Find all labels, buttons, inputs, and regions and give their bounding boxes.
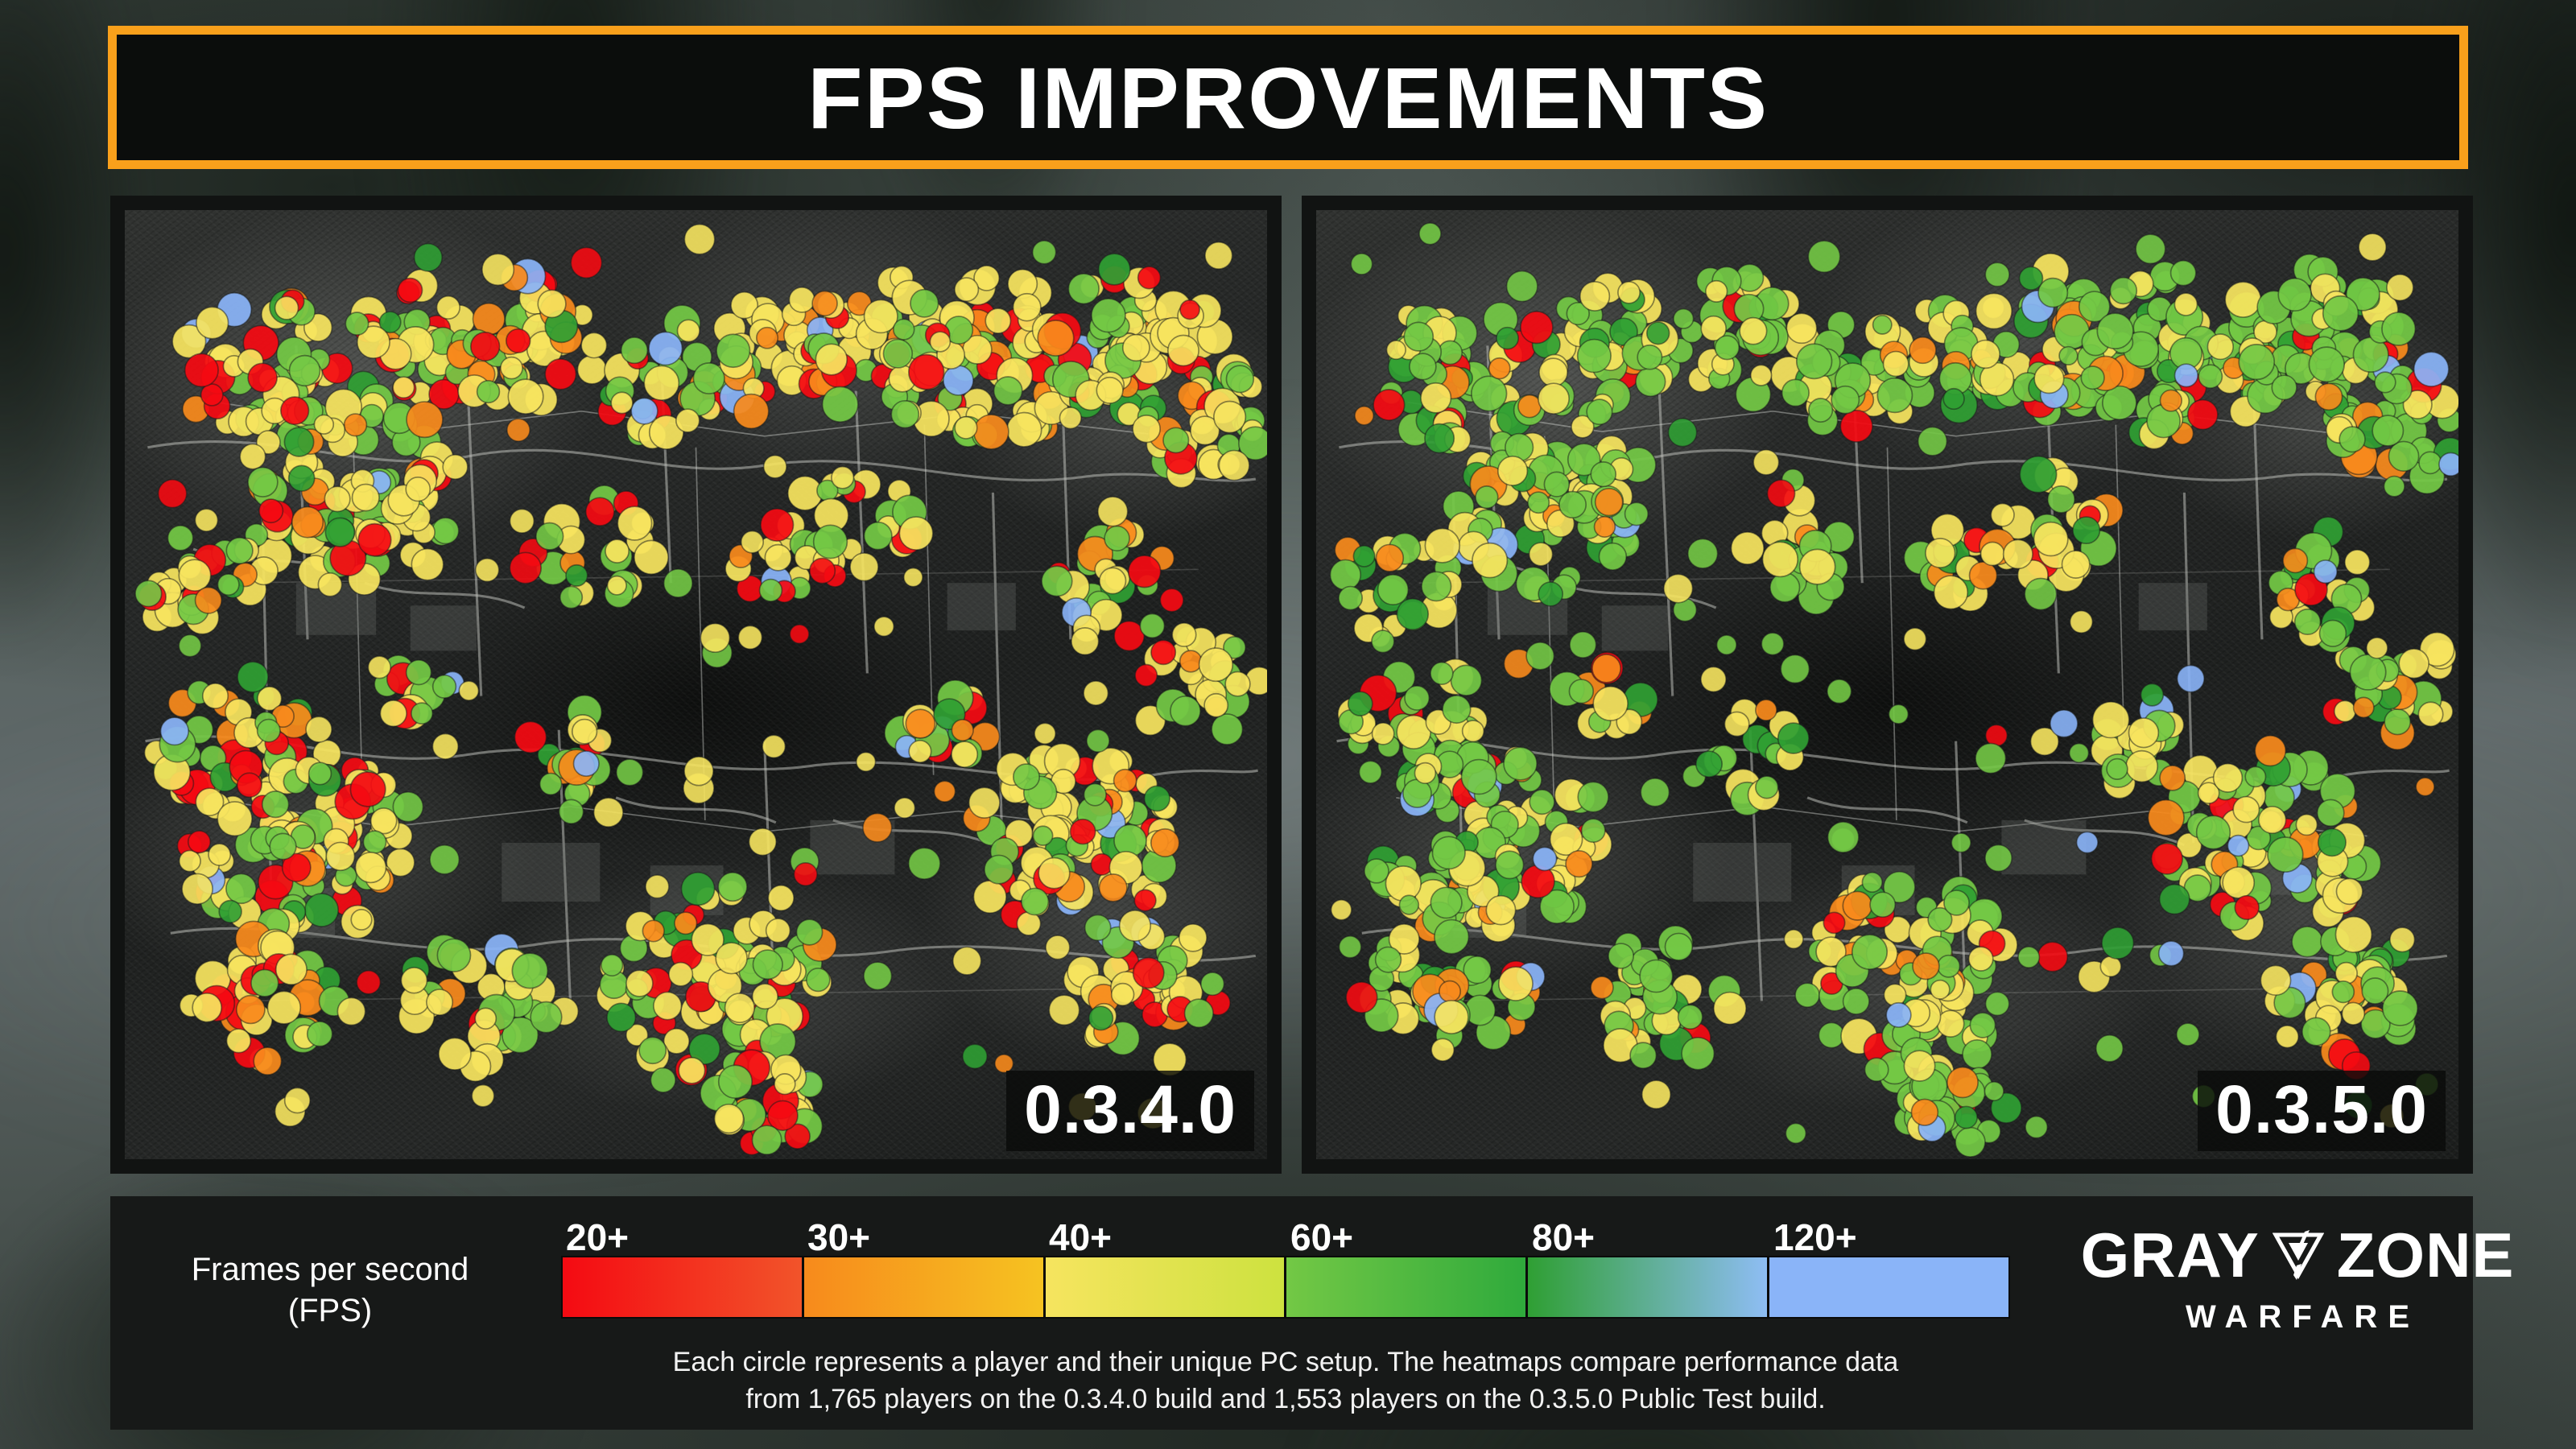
colorbar-tick-4: 80+ xyxy=(1532,1216,1596,1258)
brand-logo-wordmark: GRAY ZONE xyxy=(2072,1224,2523,1286)
legend-note-line1: Each circle represents a player and thei… xyxy=(672,1347,1899,1377)
colorbar-gradient xyxy=(561,1256,2010,1319)
page-title: FPS IMPROVEMENTS xyxy=(807,48,1769,147)
colorbar-tick-labels: 20+ 30+ 40+ 60+ 80+ 120+ xyxy=(561,1206,2010,1256)
colorbar-tick-5: 120+ xyxy=(1773,1216,1857,1258)
colorbar-tick-3: 60+ xyxy=(1290,1216,1354,1258)
brand-word-gray: GRAY xyxy=(2080,1220,2260,1290)
version-badge-right: 0.3.5.0 xyxy=(2198,1071,2446,1151)
legend-panel: Frames per second (FPS) 20+ 30+ 40+ 60+ 80+ 1… xyxy=(110,1196,2473,1430)
colorbar-axis-label: Frames per second (FPS) xyxy=(141,1249,519,1331)
colorbar: 20+ 30+ 40+ 60+ 80+ 120+ xyxy=(561,1206,2010,1319)
colorbar-tick-1: 30+ xyxy=(807,1216,871,1258)
heatmap-panel-left[interactable]: 0.3.4.0 xyxy=(110,196,1282,1174)
colorbar-segment-4 xyxy=(1528,1257,1770,1317)
player-dots-left xyxy=(125,210,1267,1159)
colorbar-tick-0: 20+ xyxy=(566,1216,630,1258)
brand-word-zone: ZONE xyxy=(2336,1220,2515,1290)
colorbar-segment-3 xyxy=(1286,1257,1529,1317)
colorbar-segment-0 xyxy=(563,1257,804,1317)
legend-note: Each circle represents a player and thei… xyxy=(529,1344,2042,1418)
triangle-arrow-icon xyxy=(2272,1230,2324,1280)
colorbar-segment-1 xyxy=(803,1257,1046,1317)
heatmap-canvas-right xyxy=(1316,210,2458,1159)
heatmap-canvas-left xyxy=(125,210,1267,1159)
legend-note-line2: from 1,765 players on the 0.3.4.0 build … xyxy=(745,1383,1826,1414)
colorbar-segment-5 xyxy=(1769,1257,2008,1317)
brand-subtitle: WARFARE xyxy=(2186,1299,2420,1335)
player-dots-right xyxy=(1316,210,2458,1159)
colorbar-axis-label-line2: (FPS) xyxy=(287,1293,373,1329)
brand-logo: GRAY ZONE WARFARE xyxy=(2072,1224,2523,1335)
version-badge-left: 0.3.4.0 xyxy=(1006,1071,1254,1151)
heatmap-panel-right[interactable]: 0.3.5.0 xyxy=(1302,196,2473,1174)
colorbar-tick-2: 40+ xyxy=(1049,1216,1113,1258)
colorbar-segment-2 xyxy=(1045,1257,1287,1317)
colorbar-axis-label-line1: Frames per second xyxy=(191,1252,469,1287)
title-banner: FPS IMPROVEMENTS xyxy=(108,26,2468,169)
